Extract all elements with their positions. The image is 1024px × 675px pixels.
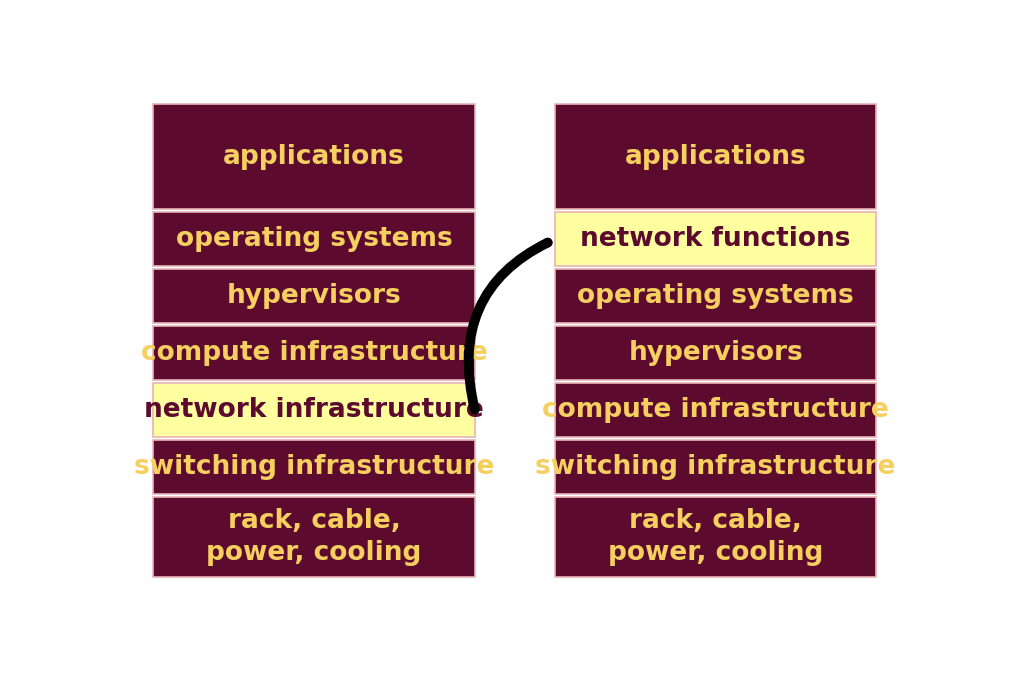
Text: operating systems: operating systems <box>176 226 453 252</box>
Text: applications: applications <box>625 144 807 169</box>
FancyArrowPatch shape <box>469 242 548 410</box>
Bar <box>154 497 475 577</box>
Text: hypervisors: hypervisors <box>226 283 401 309</box>
Bar <box>154 326 475 380</box>
Text: rack, cable,
power, cooling: rack, cable, power, cooling <box>608 508 823 566</box>
Text: network functions: network functions <box>581 226 851 252</box>
Bar <box>555 497 877 577</box>
Text: network infrastructure: network infrastructure <box>144 397 484 423</box>
Text: compute infrastructure: compute infrastructure <box>543 397 889 423</box>
Bar <box>555 326 877 380</box>
Bar <box>154 105 475 209</box>
Bar <box>555 439 877 493</box>
Bar <box>555 212 877 266</box>
Text: switching infrastructure: switching infrastructure <box>134 454 495 480</box>
Text: switching infrastructure: switching infrastructure <box>536 454 896 480</box>
Text: compute infrastructure: compute infrastructure <box>140 340 487 366</box>
Text: operating systems: operating systems <box>578 283 854 309</box>
Text: hypervisors: hypervisors <box>629 340 803 366</box>
Bar <box>555 383 877 437</box>
Bar <box>154 439 475 493</box>
Bar <box>154 212 475 266</box>
Bar <box>154 269 475 323</box>
Text: applications: applications <box>223 144 404 169</box>
Bar <box>555 269 877 323</box>
Bar <box>555 105 877 209</box>
Text: rack, cable,
power, cooling: rack, cable, power, cooling <box>207 508 422 566</box>
Bar <box>154 383 475 437</box>
